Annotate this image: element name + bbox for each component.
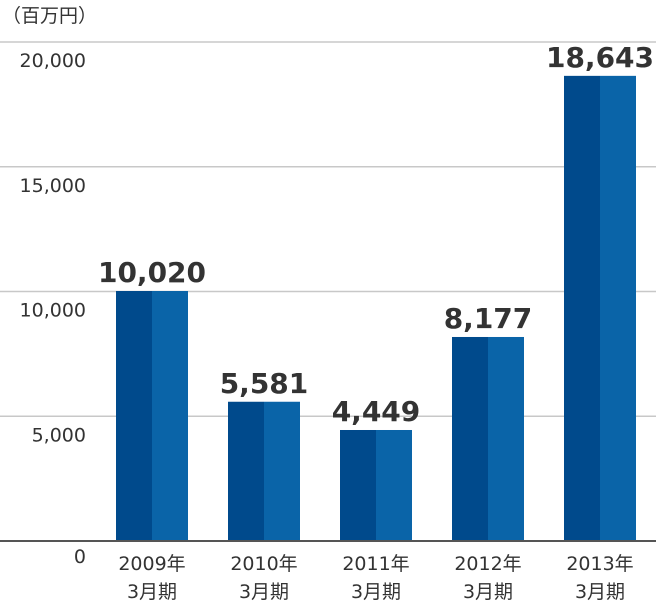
y-axis-ticks: 0 5,000 10,000 15,000 20,000: [20, 50, 86, 568]
bar-right-half: [264, 401, 300, 541]
category-label-year: 2009年: [118, 553, 185, 575]
y-tick-label: 0: [74, 546, 86, 568]
bar-right-half: [488, 336, 524, 541]
value-label: 18,643: [546, 41, 654, 74]
category-label-period: 3月期: [463, 581, 513, 603]
bar-right-half: [376, 429, 412, 541]
category-label-year: 2013年: [566, 553, 633, 575]
category-label-year: 2010年: [230, 553, 297, 575]
bars: [116, 75, 636, 541]
y-tick-label: 5,000: [32, 424, 86, 446]
category-label-period: 3月期: [239, 581, 289, 603]
bar-left-half: [340, 429, 376, 541]
category-label-period: 3月期: [575, 581, 625, 603]
bar: [228, 401, 300, 541]
value-labels: 10,020 5,581 4,449 8,177 18,643: [98, 41, 654, 428]
bar: [116, 291, 188, 541]
bar: [452, 336, 524, 541]
category-label-period: 3月期: [351, 581, 401, 603]
unit-label: （百万円）: [2, 5, 97, 27]
category-label-year: 2012年: [454, 553, 521, 575]
grid-lines: [0, 41, 656, 417]
bar-left-half: [228, 401, 264, 541]
value-label: 4,449: [332, 395, 421, 428]
bar-right-half: [600, 75, 636, 541]
y-tick-label: 10,000: [20, 300, 86, 322]
category-labels: 2009年 3月期 2010年 3月期 2011年 3月期 2012年 3月期 2013年 3月期: [118, 553, 633, 603]
bar: [340, 429, 412, 541]
value-label: 8,177: [444, 302, 533, 335]
category-label-period: 3月期: [127, 581, 177, 603]
bar-left-half: [116, 291, 152, 541]
bar: [564, 75, 636, 541]
category-label-year: 2011年: [342, 553, 409, 575]
bar-left-half: [452, 336, 488, 541]
y-tick-label: 20,000: [20, 50, 86, 72]
bar-right-half: [152, 291, 188, 541]
bar-left-half: [564, 75, 600, 541]
y-tick-label: 15,000: [20, 175, 86, 197]
value-label: 5,581: [220, 367, 309, 400]
value-label: 10,020: [98, 256, 206, 289]
